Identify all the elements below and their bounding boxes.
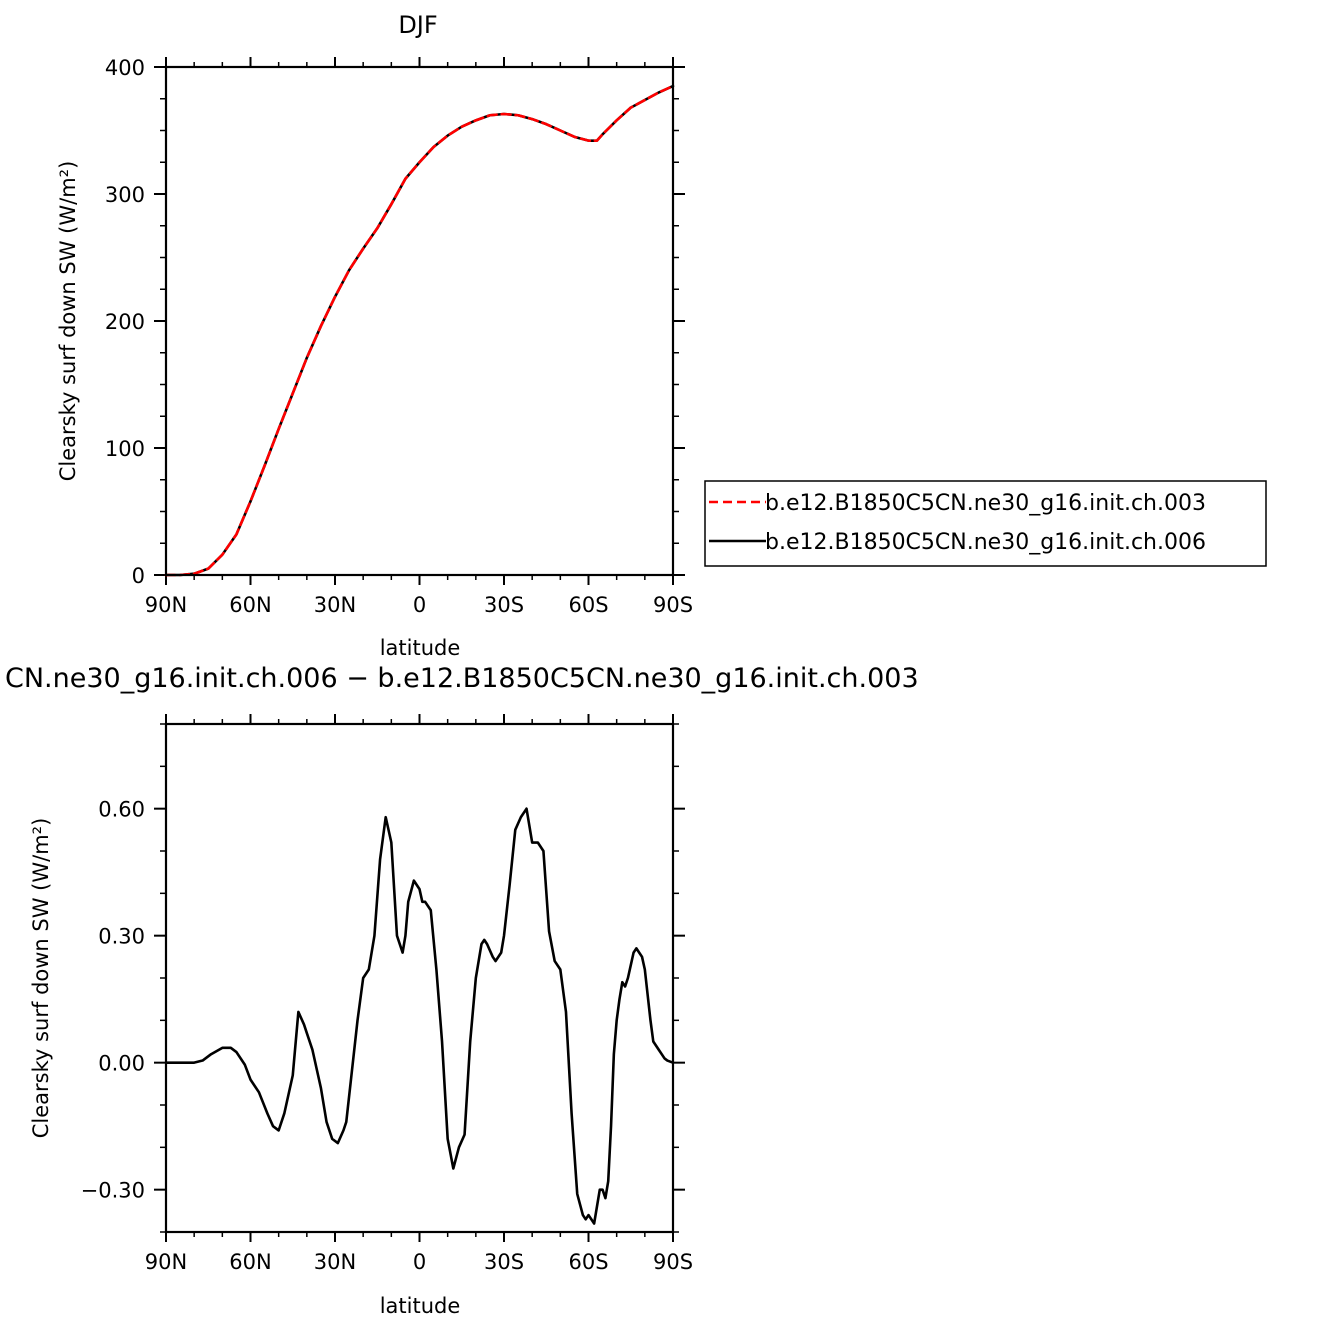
top-y-tick-labels: 0 100 200 300 400 <box>105 56 145 588</box>
x-tick-label: 30N <box>314 1250 356 1274</box>
x-tick-label: 90S <box>653 1250 693 1274</box>
top-plot-frame <box>164 65 675 577</box>
y-tick-label: 0.30 <box>98 925 145 949</box>
bottom-axis-ticks <box>154 714 685 1242</box>
y-tick-label: −0.30 <box>81 1179 145 1203</box>
top-y-axis-label: Clearsky surf down SW (W/m²) <box>56 161 80 482</box>
bottom-panel: CN.ne30_g16.init.ch.006 − b.e12.B1850C5C… <box>5 663 919 1318</box>
bottom-x-tick-labels: 90N 60N 30N 0 30S 60S 90S <box>145 1250 693 1274</box>
x-tick-label: 60S <box>568 1250 608 1274</box>
x-tick-label: 60N <box>229 593 271 617</box>
bottom-y-axis-label: Clearsky surf down SW (W/m²) <box>29 818 53 1139</box>
bottom-chart-title: CN.ne30_g16.init.ch.006 − b.e12.B1850C5C… <box>5 663 919 694</box>
top-x-axis-label: latitude <box>380 636 461 660</box>
x-tick-label: 30S <box>484 593 524 617</box>
x-tick-label: 0 <box>413 593 426 617</box>
bottom-x-axis-label: latitude <box>380 1294 461 1318</box>
bottom-plot-frame <box>164 722 675 1234</box>
x-tick-label: 0 <box>413 1250 426 1274</box>
legend-label-ch003: b.e12.B1850C5CN.ne30_g16.init.ch.003 <box>765 491 1206 516</box>
legend-box <box>704 480 1267 567</box>
x-tick-label: 90N <box>145 593 187 617</box>
top-chart-title: DJF <box>398 11 437 39</box>
y-tick-label: 0.60 <box>98 798 145 822</box>
y-tick-label: 0 <box>132 564 145 588</box>
series-line-0 <box>164 807 675 1225</box>
x-tick-label: 30N <box>314 593 356 617</box>
y-tick-label: 0.00 <box>98 1052 145 1076</box>
y-tick-label: 200 <box>105 310 145 334</box>
y-tick-label: 300 <box>105 183 145 207</box>
x-tick-label: 60N <box>229 1250 271 1274</box>
bottom-series-lines <box>164 807 675 1225</box>
series-line-0 <box>164 84 675 577</box>
y-tick-label: 400 <box>105 56 145 80</box>
x-tick-label: 90S <box>653 593 693 617</box>
bottom-y-tick-labels: −0.30 0.00 0.30 0.60 <box>81 798 145 1203</box>
x-tick-label: 60S <box>568 593 608 617</box>
x-tick-label: 30S <box>484 1250 524 1274</box>
top-series-lines <box>164 84 675 577</box>
legend: b.e12.B1850C5CN.ne30_g16.init.ch.003 b.e… <box>704 480 1267 567</box>
top-x-tick-labels: 90N 60N 30N 0 30S 60S 90S <box>145 593 693 617</box>
y-tick-label: 100 <box>105 437 145 461</box>
top-axis-ticks <box>154 57 685 585</box>
x-tick-label: 90N <box>145 1250 187 1274</box>
series-line-1 <box>164 84 675 577</box>
top-panel: DJF 90N 60N 30N 0 30S 60S 90S 0 100 200 300 400 la… <box>56 11 693 660</box>
legend-label-ch006: b.e12.B1850C5CN.ne30_g16.init.ch.006 <box>765 530 1206 555</box>
